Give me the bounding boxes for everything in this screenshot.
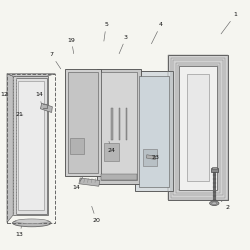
Bar — [13, 76, 48, 215]
Text: 4: 4 — [152, 22, 163, 44]
Bar — [168, 55, 228, 200]
Bar — [135, 71, 173, 191]
Text: 12: 12 — [0, 92, 8, 98]
Text: 21: 21 — [16, 112, 23, 117]
Ellipse shape — [12, 219, 51, 227]
Bar — [98, 69, 141, 184]
Polygon shape — [7, 74, 13, 222]
Polygon shape — [146, 155, 156, 160]
Bar — [187, 74, 209, 181]
Bar — [65, 69, 101, 176]
Text: 14: 14 — [72, 176, 83, 190]
Bar — [178, 66, 217, 190]
Ellipse shape — [15, 219, 48, 224]
Text: 24: 24 — [107, 141, 115, 152]
Bar — [176, 62, 220, 192]
Bar — [168, 55, 228, 200]
Bar — [104, 142, 118, 161]
Bar — [111, 108, 112, 140]
Bar — [118, 108, 120, 140]
Bar — [173, 60, 223, 195]
Text: 7: 7 — [50, 52, 61, 69]
Text: 20: 20 — [92, 206, 100, 222]
Bar — [16, 78, 47, 214]
Polygon shape — [79, 178, 100, 186]
Bar — [171, 58, 225, 198]
Text: 2: 2 — [221, 201, 230, 210]
Text: 14: 14 — [35, 92, 43, 104]
Text: 5: 5 — [104, 22, 108, 41]
Bar — [178, 65, 218, 190]
Polygon shape — [7, 74, 55, 76]
Bar — [7, 74, 55, 222]
Bar — [101, 174, 138, 180]
Bar — [18, 81, 44, 210]
Bar — [70, 138, 84, 154]
Text: 19: 19 — [68, 38, 76, 54]
Bar — [139, 76, 169, 187]
Ellipse shape — [212, 202, 217, 204]
Bar — [101, 72, 138, 180]
Bar — [212, 167, 217, 169]
Text: 3: 3 — [119, 35, 128, 54]
Text: 23: 23 — [152, 155, 160, 160]
Ellipse shape — [210, 201, 219, 205]
Bar — [126, 108, 128, 140]
Text: 1: 1 — [221, 12, 237, 34]
Bar — [143, 149, 157, 166]
Bar — [211, 168, 218, 172]
Bar — [68, 72, 98, 173]
Text: 13: 13 — [16, 226, 23, 237]
Bar — [180, 68, 215, 188]
Polygon shape — [40, 103, 52, 113]
